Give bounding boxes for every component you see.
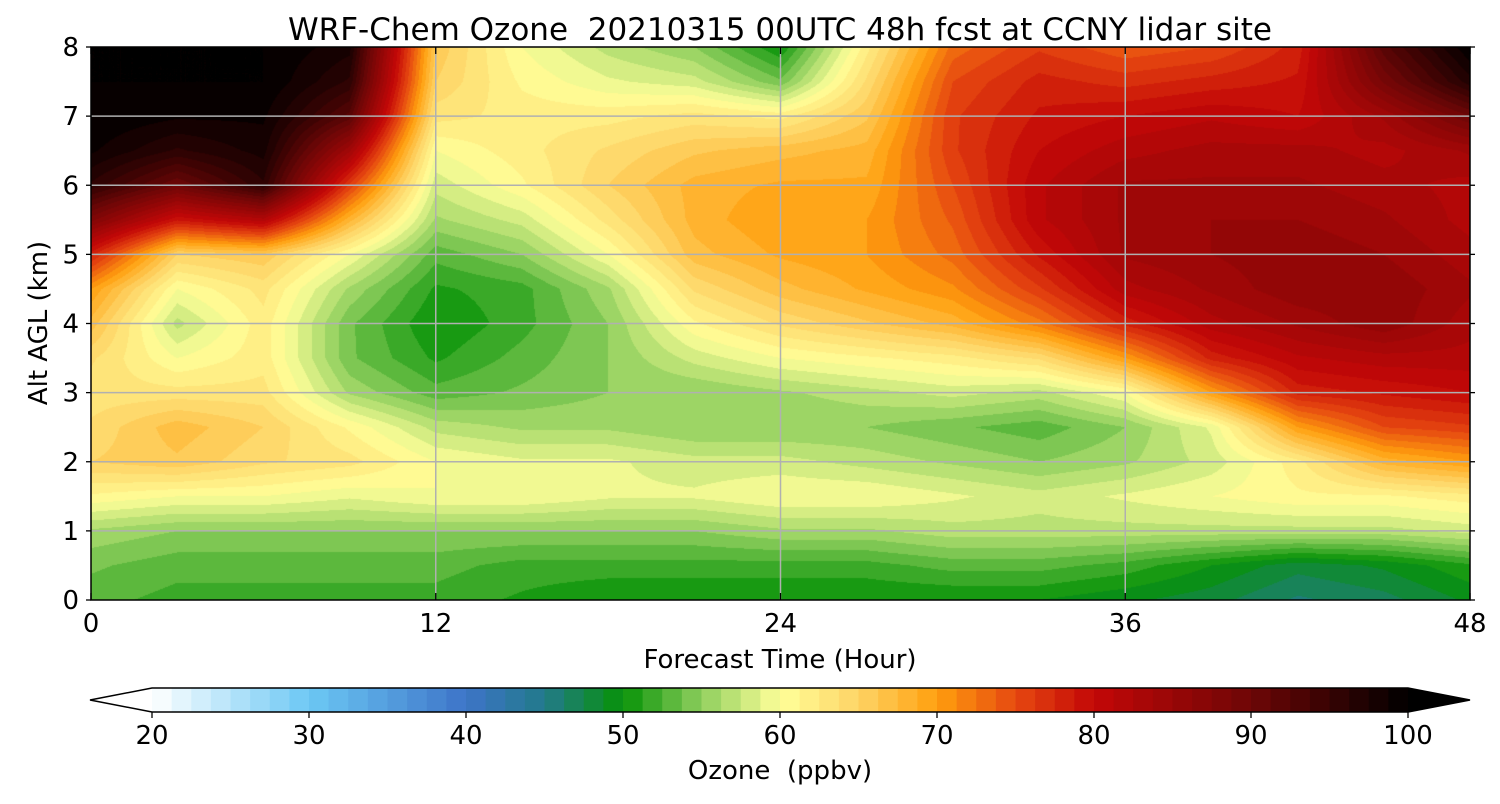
colorbar-tick-label: 30	[292, 721, 325, 751]
colorbar-bin	[956, 688, 977, 712]
colorbar-bin	[171, 688, 192, 712]
colorbar-tick-label: 20	[135, 721, 168, 751]
colorbar-bin	[1192, 688, 1213, 712]
x-tick-label: 24	[764, 609, 797, 639]
colorbar-bin	[1133, 688, 1154, 712]
colorbar-bin	[1211, 688, 1232, 712]
y-axis-label: Alt AGL (km)	[24, 241, 54, 405]
colorbar-bin	[897, 688, 918, 712]
colorbar-bin	[760, 688, 781, 712]
colorbar-tick-label: 80	[1077, 721, 1110, 751]
colorbar-bin	[210, 688, 232, 712]
y-tick-label: 8	[62, 33, 79, 63]
colorbar: 20 30 40 50 60 70 80 90 100	[89, 687, 1471, 751]
colorbar-bin	[309, 688, 330, 712]
colorbar-bin	[623, 688, 644, 712]
colorbar-tick-label: 40	[449, 721, 482, 751]
x-tick-label: 36	[1109, 609, 1142, 639]
colorbar-bin	[191, 688, 212, 712]
colorbar-bin	[1309, 688, 1331, 712]
colorbar-bin	[1231, 688, 1252, 712]
colorbar-bin	[1329, 688, 1350, 712]
colorbar-bin	[387, 688, 408, 712]
colorbar-bin	[1094, 688, 1115, 712]
colorbar-bin	[1290, 688, 1311, 712]
y-tick-label: 7	[62, 102, 79, 132]
colorbar-bin	[1368, 688, 1389, 712]
colorbar-bin	[858, 688, 879, 712]
y-tick-label: 3	[62, 379, 79, 409]
colorbar-bin	[917, 688, 938, 712]
colorbar-bin	[289, 688, 310, 712]
colorbar-bin	[603, 688, 624, 712]
y-tick-label: 4	[62, 310, 79, 340]
x-tick-label: 12	[419, 609, 452, 639]
colorbar-bin	[328, 688, 349, 712]
colorbar-bin	[564, 688, 585, 712]
colorbar-bin	[662, 688, 683, 712]
colorbar-bin	[995, 688, 1017, 712]
colorbar-tick-label: 50	[606, 721, 639, 751]
colorbar-bin	[1172, 688, 1193, 712]
x-axis-label: Forecast Time (Hour)	[643, 645, 916, 675]
colorbar-bin	[367, 688, 389, 712]
colorbar-tick-label: 60	[763, 721, 796, 751]
chart-title: WRF-Chem Ozone 20210315 00UTC 48h fcst a…	[288, 12, 1272, 48]
colorbar-bin	[1113, 688, 1134, 712]
colorbar-bin	[446, 688, 467, 712]
colorbar-bin	[937, 688, 958, 712]
colorbar-bin	[878, 688, 899, 712]
colorbar-tick-label: 70	[920, 721, 953, 751]
colorbar-bin	[485, 688, 506, 712]
colorbar-bin	[1074, 688, 1095, 712]
colorbar-bin	[250, 688, 271, 712]
colorbar-bin	[799, 688, 820, 712]
colorbar-bin	[1349, 688, 1370, 712]
colorbar-bin	[1388, 688, 1409, 712]
colorbar-bin	[505, 688, 526, 712]
colorbar-bin	[407, 688, 428, 712]
colorbar-bin	[230, 688, 251, 712]
colorbar-bin	[976, 688, 997, 712]
colorbar-bin	[1054, 688, 1075, 712]
colorbar-bin	[269, 688, 290, 712]
colorbar-under-arrow	[90, 688, 152, 712]
y-tick-label: 5	[62, 240, 79, 270]
colorbar-bin	[681, 688, 703, 712]
y-tick-label: 2	[62, 448, 79, 478]
colorbar-bin	[524, 688, 546, 712]
colorbar-tick-label: 90	[1234, 721, 1267, 751]
y-tick-label: 6	[62, 171, 79, 201]
colorbar-bin	[740, 688, 761, 712]
colorbar-bin	[1270, 688, 1291, 712]
colorbar-bin	[583, 688, 604, 712]
colorbar-bin	[642, 688, 663, 712]
colorbar-bin	[1035, 688, 1056, 712]
x-tick-label: 0	[83, 609, 100, 639]
colorbar-bin	[780, 688, 801, 712]
y-tick-label: 0	[62, 586, 79, 616]
colorbar-bin	[1015, 688, 1036, 712]
colorbar-bin	[819, 688, 840, 712]
colorbar-bin	[426, 688, 447, 712]
colorbar-tick-label: 100	[1383, 721, 1433, 751]
colorbar-bin	[544, 688, 565, 712]
colorbar-bin	[701, 688, 722, 712]
colorbar-bin	[348, 688, 369, 712]
colorbar-bin	[838, 688, 860, 712]
colorbar-bin	[721, 688, 742, 712]
x-tick-label: 48	[1453, 609, 1486, 639]
colorbar-bin	[466, 688, 487, 712]
colorbar-bin	[1152, 688, 1174, 712]
colorbar-bin	[152, 688, 173, 712]
colorbar-over-arrow	[1408, 688, 1470, 712]
colorbar-bin	[1251, 688, 1272, 712]
colorbar-label: Ozone (ppbv)	[688, 756, 872, 786]
y-tick-label: 1	[62, 517, 79, 547]
